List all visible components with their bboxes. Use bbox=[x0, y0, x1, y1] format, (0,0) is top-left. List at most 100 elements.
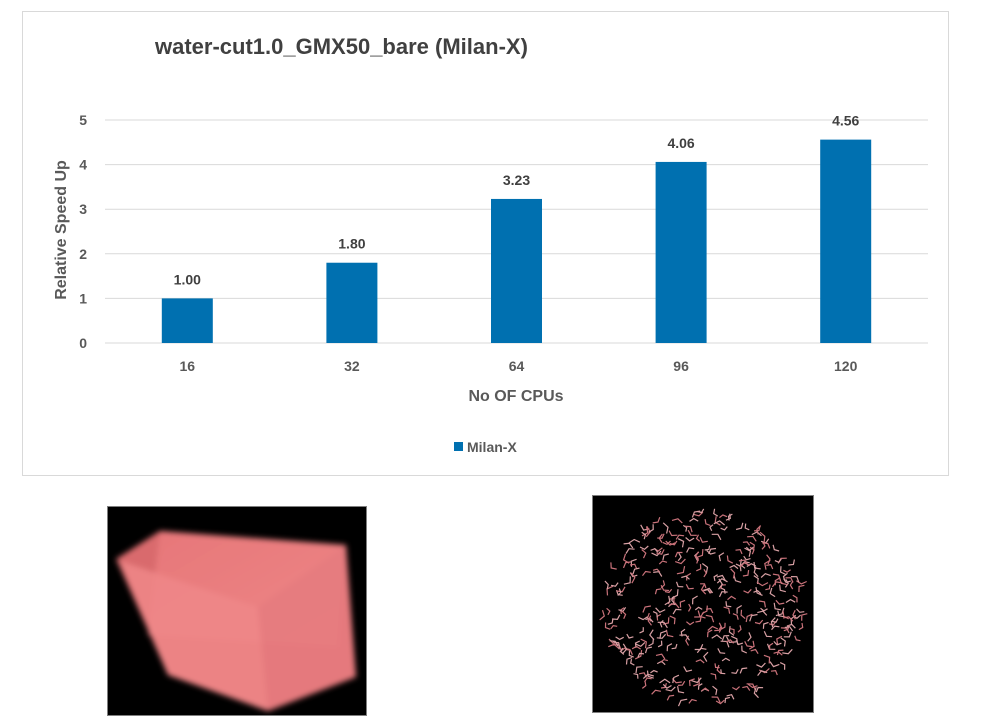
molecule bbox=[656, 613, 662, 621]
molecule bbox=[642, 570, 651, 577]
molecule bbox=[703, 568, 708, 578]
legend-swatch bbox=[454, 442, 463, 451]
molecule bbox=[691, 510, 701, 518]
molecule bbox=[683, 666, 693, 673]
molecule bbox=[753, 561, 761, 570]
molecule bbox=[730, 568, 736, 579]
molecule bbox=[651, 689, 662, 695]
molecule bbox=[652, 611, 658, 618]
molecule bbox=[635, 666, 643, 674]
molecule bbox=[662, 553, 669, 561]
molecule bbox=[675, 534, 685, 540]
molecule bbox=[655, 607, 666, 614]
molecule bbox=[798, 622, 804, 631]
molecule bbox=[742, 685, 751, 691]
molecule bbox=[677, 552, 682, 562]
molecule bbox=[617, 588, 622, 596]
molecule bbox=[794, 635, 801, 642]
molecule bbox=[717, 648, 726, 654]
molecule bbox=[669, 602, 680, 609]
molecule bbox=[696, 564, 702, 572]
data-label: 1.80 bbox=[338, 236, 365, 252]
y-tick-label: 1 bbox=[79, 290, 87, 306]
molecule bbox=[720, 669, 726, 675]
molecule bbox=[675, 581, 684, 588]
molecule bbox=[766, 554, 771, 565]
data-label: 3.23 bbox=[503, 172, 530, 188]
molecule bbox=[729, 564, 739, 570]
molecule bbox=[744, 641, 753, 648]
molecule bbox=[695, 659, 705, 664]
molecule bbox=[801, 613, 808, 621]
molecule bbox=[688, 698, 697, 704]
molecule bbox=[705, 614, 715, 623]
molecule bbox=[622, 643, 628, 655]
molecule bbox=[684, 525, 693, 533]
molecule bbox=[616, 586, 626, 593]
molecule bbox=[660, 584, 670, 592]
molecule bbox=[671, 589, 679, 599]
molecule bbox=[637, 652, 645, 658]
molecule bbox=[771, 625, 780, 631]
molecule bbox=[756, 581, 769, 587]
molecule bbox=[714, 626, 722, 632]
y-tick-label: 4 bbox=[79, 157, 87, 173]
molecule bbox=[674, 551, 683, 558]
molecule bbox=[777, 610, 784, 618]
molecule bbox=[676, 565, 686, 575]
molecule bbox=[778, 577, 788, 586]
molecule bbox=[737, 625, 742, 633]
molecule bbox=[677, 680, 686, 686]
molecule bbox=[711, 696, 721, 703]
molecule bbox=[620, 647, 625, 655]
molecule bbox=[699, 536, 708, 543]
molecule bbox=[776, 649, 784, 656]
molecule bbox=[657, 533, 665, 539]
molecule bbox=[790, 576, 800, 583]
molecule bbox=[623, 576, 631, 585]
molecule bbox=[779, 566, 787, 576]
molecule bbox=[709, 524, 714, 532]
molecule bbox=[762, 542, 771, 549]
molecule bbox=[650, 669, 658, 674]
molecule bbox=[743, 588, 752, 594]
molecule bbox=[644, 677, 652, 683]
molecule bbox=[696, 549, 704, 558]
molecule bbox=[650, 547, 659, 553]
molecule bbox=[689, 517, 699, 522]
molecule bbox=[609, 640, 619, 647]
molecule bbox=[753, 590, 762, 595]
bar bbox=[820, 139, 872, 343]
bars bbox=[161, 139, 872, 343]
molecule bbox=[768, 642, 774, 650]
molecule bbox=[693, 511, 704, 517]
molecule bbox=[653, 571, 663, 577]
molecule bbox=[635, 641, 646, 648]
x-tick-label: 96 bbox=[673, 358, 689, 374]
molecule bbox=[701, 687, 710, 692]
molecule bbox=[727, 595, 737, 601]
molecule bbox=[783, 578, 791, 584]
molecule bbox=[735, 548, 743, 555]
molecule bbox=[770, 617, 776, 628]
molecule bbox=[711, 634, 723, 640]
molecule bbox=[671, 596, 675, 604]
molecule bbox=[599, 610, 605, 621]
molecule bbox=[665, 540, 676, 546]
molecule bbox=[708, 547, 717, 555]
molecule bbox=[744, 523, 750, 531]
molecule bbox=[718, 552, 725, 562]
molecule bbox=[677, 685, 685, 694]
molecule bbox=[764, 559, 771, 570]
molecule bbox=[769, 661, 780, 668]
molecule bbox=[769, 587, 776, 598]
molecule bbox=[731, 669, 739, 675]
molecule bbox=[632, 567, 640, 575]
molecule bbox=[665, 686, 676, 692]
molecule bbox=[755, 586, 763, 596]
molecule bbox=[633, 673, 639, 679]
y-tick-label: 5 bbox=[79, 112, 87, 128]
molecule bbox=[719, 514, 728, 519]
molecule bbox=[789, 580, 794, 590]
molecule bbox=[735, 522, 744, 531]
